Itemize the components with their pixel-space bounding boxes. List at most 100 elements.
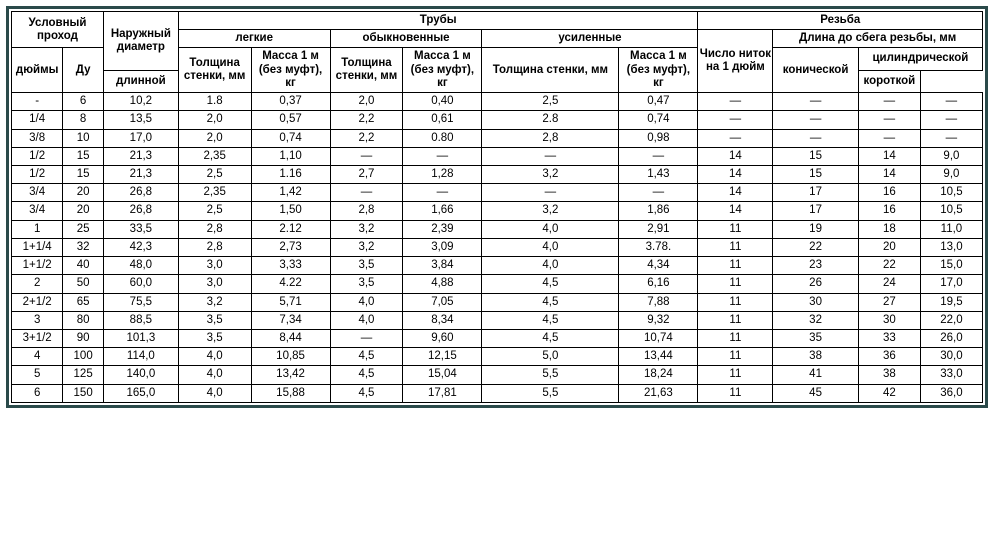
table-cell: 7,05 — [403, 293, 482, 311]
table-cell: 4,0 — [178, 384, 251, 402]
table-cell: — — [858, 111, 920, 129]
table-cell: 11 — [698, 293, 773, 311]
table-cell: 1.16 — [251, 165, 330, 183]
table-cell: 3,0 — [178, 275, 251, 293]
table-body: -610,21.80,372,00,402,50,47————1/4813,52… — [12, 93, 983, 403]
table-cell: 36 — [858, 348, 920, 366]
table-cell: 9,60 — [403, 329, 482, 347]
table-cell: 17,81 — [403, 384, 482, 402]
table-cell: 4,0 — [178, 348, 251, 366]
table-cell: — — [403, 147, 482, 165]
table-cell: 11 — [698, 238, 773, 256]
table-cell: 3,5 — [178, 329, 251, 347]
table-cell: 1+1/4 — [12, 238, 63, 256]
table-cell: 5,5 — [482, 384, 619, 402]
table-cell: 15 — [63, 147, 104, 165]
table-cell: 15,88 — [251, 384, 330, 402]
table-cell: 27 — [858, 293, 920, 311]
table-cell: 40 — [63, 257, 104, 275]
table-cell: 3,09 — [403, 238, 482, 256]
table-cell: 21,3 — [103, 147, 178, 165]
table-cell: 11 — [698, 275, 773, 293]
table-cell: 36,0 — [920, 384, 982, 402]
table-cell: 2,73 — [251, 238, 330, 256]
table-cell: 2,8 — [482, 129, 619, 147]
table-cell: — — [330, 329, 403, 347]
table-cell: — — [698, 93, 773, 111]
table-cell: 2,8 — [178, 220, 251, 238]
table-cell: 90 — [63, 329, 104, 347]
table-cell: 5,0 — [482, 348, 619, 366]
table-cell: 60,0 — [103, 275, 178, 293]
table-cell: 2+1/2 — [12, 293, 63, 311]
table-cell: 48,0 — [103, 257, 178, 275]
table-cell: 4,5 — [482, 329, 619, 347]
table-cell: 2 — [12, 275, 63, 293]
table-cell: — — [858, 129, 920, 147]
table-cell: 18,24 — [619, 366, 698, 384]
table-cell: 1,50 — [251, 202, 330, 220]
table-cell: 10,5 — [920, 184, 982, 202]
table-cell: 3,2 — [330, 238, 403, 256]
table-cell: — — [619, 147, 698, 165]
hdr-reinforced: усиленные — [482, 30, 698, 48]
table-cell: 25 — [63, 220, 104, 238]
table-cell: 30 — [858, 311, 920, 329]
table-cell: 0,57 — [251, 111, 330, 129]
table-cell: — — [698, 129, 773, 147]
hdr-nominal-bore: Условный проход — [12, 12, 104, 48]
table-cell: 22 — [773, 238, 859, 256]
table-cell: 33,5 — [103, 220, 178, 238]
table-cell: — — [698, 111, 773, 129]
hdr-reinf-mass: Масса 1 м (без муфт), кг — [619, 48, 698, 93]
table-cell: 4,5 — [482, 293, 619, 311]
table-cell: 88,5 — [103, 311, 178, 329]
table-cell: 20 — [858, 238, 920, 256]
table-cell: 3,2 — [482, 202, 619, 220]
table-cell: 10,5 — [920, 202, 982, 220]
table-cell: 38 — [773, 348, 859, 366]
table-cell: 7,88 — [619, 293, 698, 311]
table-cell: 2,7 — [330, 165, 403, 183]
table-row: 3+1/290101,33,58,44—9,604,510,7411353326… — [12, 329, 983, 347]
hdr-inches: дюймы — [12, 48, 63, 93]
table-cell: 2,35 — [178, 147, 251, 165]
table-cell: 45 — [773, 384, 859, 402]
table-cell: 33,0 — [920, 366, 982, 384]
table-cell: 23 — [773, 257, 859, 275]
table-cell: 8,44 — [251, 329, 330, 347]
table-cell: 21,3 — [103, 165, 178, 183]
table-cell: 3,2 — [330, 220, 403, 238]
table-cell: 4,0 — [178, 366, 251, 384]
table-cell: 1,10 — [251, 147, 330, 165]
table-cell: 5,71 — [251, 293, 330, 311]
table-cell: 1,66 — [403, 202, 482, 220]
table-cell: 2,0 — [178, 111, 251, 129]
table-cell: 10 — [63, 129, 104, 147]
table-cell: 2,39 — [403, 220, 482, 238]
table-cell: 1,42 — [251, 184, 330, 202]
table-cell: — — [330, 147, 403, 165]
table-cell: 42 — [858, 384, 920, 402]
table-cell: 1/2 — [12, 147, 63, 165]
table-cell: 10,74 — [619, 329, 698, 347]
table-cell: 11 — [698, 329, 773, 347]
table-cell: 8,34 — [403, 311, 482, 329]
table-cell: 42,3 — [103, 238, 178, 256]
table-header: Условный проход Наружный диаметр Трубы Р… — [12, 12, 983, 93]
table-cell: 11 — [698, 257, 773, 275]
table-cell: 38 — [858, 366, 920, 384]
table-cell: 4,0 — [330, 311, 403, 329]
table-cell: — — [773, 93, 859, 111]
hdr-short: короткой — [858, 70, 920, 92]
table-cell: 6 — [63, 93, 104, 111]
hdr-thread: Резьба — [698, 12, 983, 30]
table-cell: 0,47 — [619, 93, 698, 111]
table-cell: 17 — [773, 184, 859, 202]
table-cell: 0.80 — [403, 129, 482, 147]
table-cell: 17 — [773, 202, 859, 220]
table-cell: 3 — [12, 311, 63, 329]
table-cell: — — [482, 147, 619, 165]
hdr-ord-wall: Толщина стенки, мм — [330, 48, 403, 93]
table-cell: 4,5 — [330, 384, 403, 402]
